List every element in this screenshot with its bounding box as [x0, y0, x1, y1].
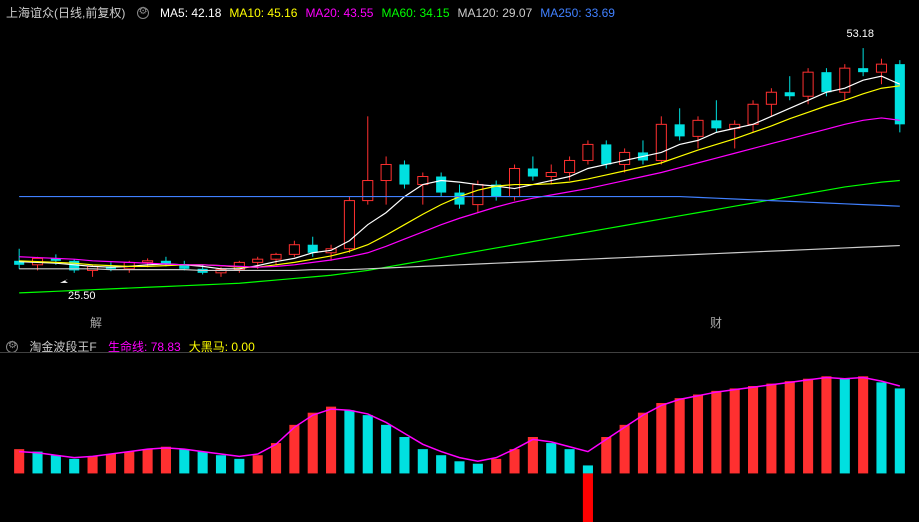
- chart-marker: 财: [710, 314, 722, 331]
- gear-icon[interactable]: [137, 7, 149, 19]
- ma-legend-item: MA60: 34.15: [381, 6, 449, 20]
- ma-legend-item: MA120: 29.07: [458, 6, 533, 20]
- price-label-high: 53.18: [846, 28, 874, 40]
- stock-title: 上海谊众(日线,前复权): [6, 6, 125, 20]
- ma-legend-item: MA20: 43.55: [305, 6, 373, 20]
- indicator-chart: [0, 352, 919, 522]
- candlestick-chart: [0, 20, 919, 325]
- ma-legend-item: MA5: 42.18: [160, 6, 221, 20]
- price-label-low: 25.50: [68, 290, 96, 302]
- ma-legend-item: MA10: 45.16: [229, 6, 297, 20]
- ma-legend-item: MA250: 33.69: [540, 6, 615, 20]
- main-chart-header: 上海谊众(日线,前复权) MA5: 42.18 MA10: 45.16 MA20: …: [6, 4, 631, 21]
- chart-marker: 解: [90, 314, 102, 331]
